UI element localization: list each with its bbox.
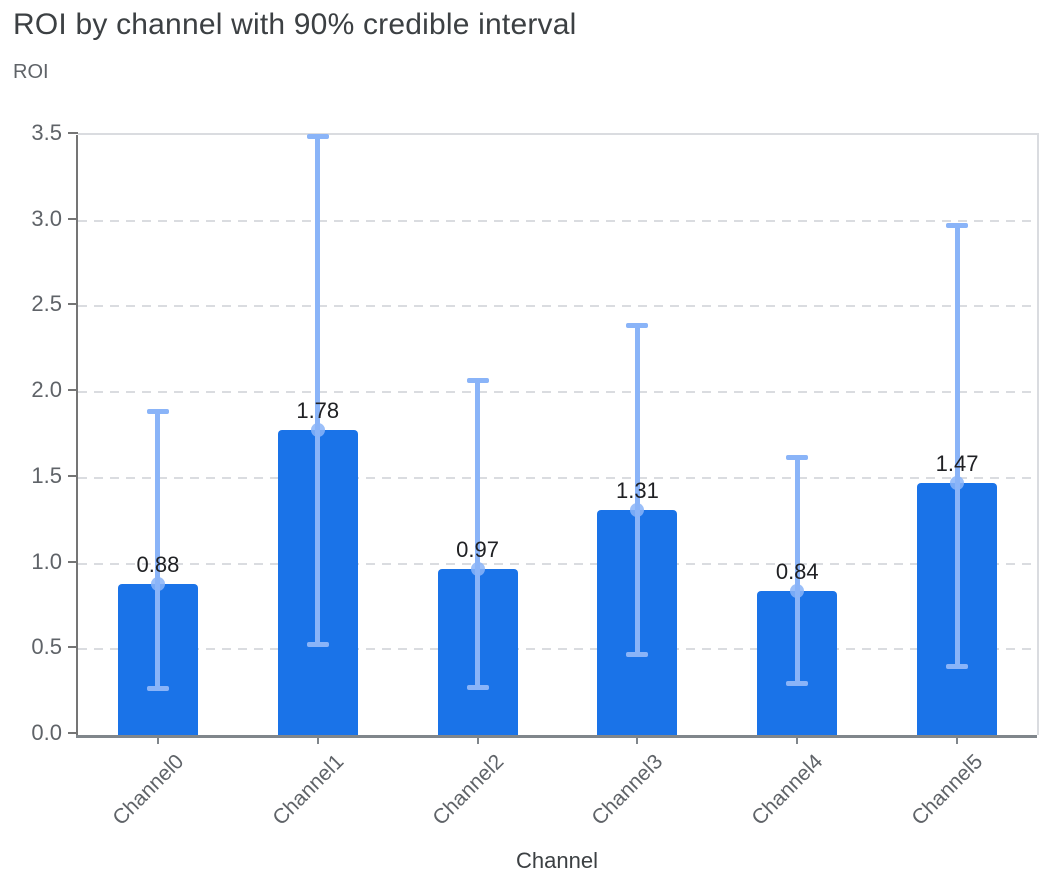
y-tick-label: 0.5 bbox=[31, 634, 62, 660]
error-bar-cap-upper bbox=[306, 134, 329, 140]
y-axis-title: ROI bbox=[13, 61, 49, 83]
y-tick-label: 2.5 bbox=[31, 291, 62, 317]
mean-dot bbox=[630, 503, 645, 518]
gridline bbox=[78, 648, 1037, 651]
error-bar-cap-upper bbox=[466, 377, 489, 383]
error-bar-cap-lower bbox=[946, 663, 969, 669]
error-bar-line bbox=[634, 325, 640, 655]
y-tick bbox=[68, 132, 78, 134]
y-tick bbox=[68, 303, 78, 306]
x-axis-line bbox=[76, 735, 1037, 738]
x-tick bbox=[796, 736, 799, 744]
gridline bbox=[78, 219, 1037, 222]
mean-dot bbox=[950, 476, 965, 490]
error-bar-cap-lower bbox=[306, 641, 329, 647]
y-tick-label: 2.0 bbox=[31, 377, 62, 403]
y-tick bbox=[68, 732, 78, 734]
y-tick-label: 1.0 bbox=[31, 548, 62, 574]
error-bar-cap-lower bbox=[466, 684, 489, 690]
mean-dot bbox=[790, 584, 805, 598]
bar-value-label: 0.88 bbox=[136, 552, 180, 578]
x-tick bbox=[316, 736, 319, 744]
bar-value-label: 1.47 bbox=[935, 451, 979, 476]
y-tick-label: 3.5 bbox=[31, 120, 62, 145]
error-bar-line bbox=[954, 225, 960, 667]
error-bar-cap-lower bbox=[786, 681, 809, 687]
y-tick bbox=[68, 560, 78, 563]
error-bar-line bbox=[155, 411, 161, 689]
gridline bbox=[78, 305, 1037, 308]
mean-dot bbox=[150, 577, 165, 592]
y-tick bbox=[68, 217, 78, 220]
plot-area: 0.88 1.78 0.97 1.31 0.84 1.47 bbox=[76, 133, 1039, 738]
y-tick bbox=[68, 389, 78, 392]
error-bar-line bbox=[475, 380, 481, 687]
y-tick-label: 1.5 bbox=[31, 462, 62, 488]
mean-dot bbox=[470, 561, 485, 576]
error-bar-cap-upper bbox=[786, 454, 809, 460]
y-tick bbox=[68, 474, 78, 477]
chart-title: ROI by channel with 90% credible interva… bbox=[13, 8, 577, 41]
x-tick-label: Channel1 bbox=[268, 750, 349, 830]
y-axis-line bbox=[76, 135, 78, 735]
gridline bbox=[78, 562, 1037, 565]
error-bar-cap-upper bbox=[146, 408, 169, 414]
bar-value-label: 1.78 bbox=[296, 397, 340, 423]
error-bar-line bbox=[315, 136, 321, 645]
x-tick-label: Channel5 bbox=[907, 750, 988, 830]
error-bar-cap-upper bbox=[946, 223, 969, 229]
mean-dot bbox=[310, 422, 325, 437]
y-tick-label: 0.0 bbox=[31, 720, 62, 745]
x-tick-label: Channel0 bbox=[108, 750, 189, 830]
x-tick-label: Channel4 bbox=[747, 750, 828, 830]
x-tick bbox=[956, 736, 959, 744]
x-tick bbox=[636, 736, 639, 744]
error-bar-cap-lower bbox=[146, 686, 169, 692]
gridline bbox=[78, 476, 1037, 479]
gridline bbox=[78, 391, 1037, 394]
x-axis-title: Channel bbox=[516, 848, 598, 873]
error-bar-cap-lower bbox=[626, 651, 649, 657]
error-bar-cap-upper bbox=[626, 322, 649, 328]
bar-value-label: 0.97 bbox=[456, 536, 499, 562]
x-tick bbox=[156, 736, 159, 744]
bar-value-label: 1.31 bbox=[615, 478, 659, 504]
error-bar-line bbox=[794, 457, 800, 684]
y-tick bbox=[68, 646, 78, 649]
y-tick-label: 3.0 bbox=[31, 205, 62, 231]
x-tick bbox=[476, 736, 479, 744]
x-tick-label: Channel2 bbox=[428, 750, 508, 830]
bar-value-label: 0.84 bbox=[775, 559, 819, 584]
